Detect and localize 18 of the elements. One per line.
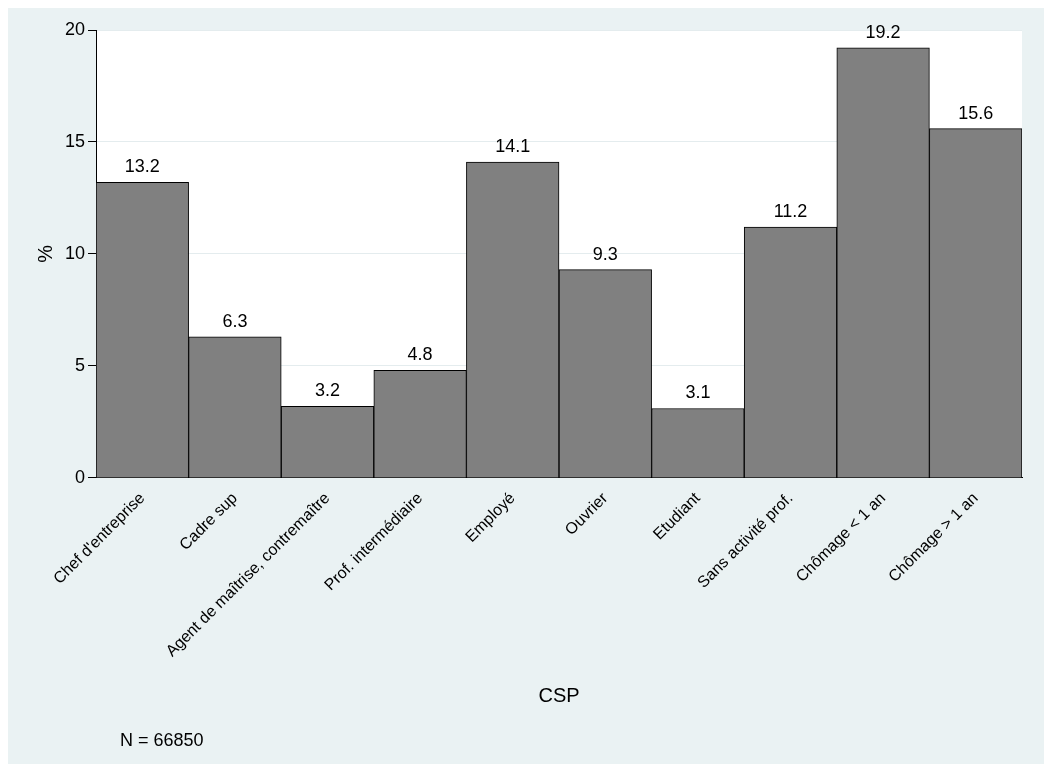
data-label: 3.2 [315, 380, 341, 401]
data-label: 3.1 [685, 382, 711, 403]
y-tick-label: 15 [64, 130, 86, 151]
data-label: 6.3 [222, 310, 248, 331]
data-label: 9.3 [592, 243, 618, 264]
data-label: 19.2 [865, 21, 901, 42]
data-label: 11.2 [773, 201, 808, 222]
y-tick-label: 0 [75, 466, 86, 487]
y-axis-title: % [33, 244, 56, 263]
y-tick-label: 20 [64, 18, 86, 39]
data-label: 4.8 [407, 344, 433, 365]
x-axis-title: CSP [538, 683, 580, 706]
y-tick-label: 5 [75, 354, 86, 375]
text: N = 66850 [120, 729, 204, 750]
data-label: 15.6 [958, 102, 994, 123]
data-label: 13.2 [124, 156, 160, 177]
data-label: 14.1 [495, 136, 531, 157]
y-tick-label: 10 [64, 242, 86, 263]
